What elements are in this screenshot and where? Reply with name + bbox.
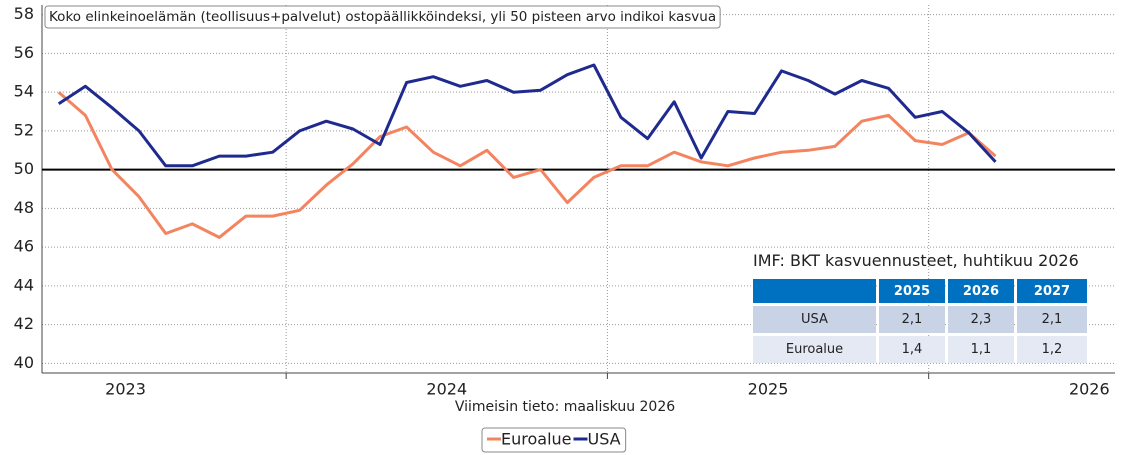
cell: 2,3	[948, 306, 1014, 333]
header-cell: 2026	[948, 279, 1014, 303]
cell: 1,1	[948, 336, 1014, 363]
table: 2025 2026 2027 USA 2,1 2,3 2,1 Euroalue …	[750, 276, 1090, 366]
y-tick-label: 46	[14, 237, 34, 256]
y-tick-label: 50	[14, 159, 34, 178]
header-cell: 2025	[879, 279, 945, 303]
y-tick-label: 44	[14, 275, 34, 294]
y-tick-label: 58	[14, 4, 34, 23]
y-tick-label: 54	[14, 82, 34, 101]
row: USA 2,1 2,3 2,1	[753, 306, 1087, 333]
y-tick-label: 40	[14, 353, 34, 372]
x-tick-label: 2024	[426, 380, 467, 399]
header-cell: 2027	[1017, 279, 1087, 303]
x-axis-label: Viimeisin tieto: maaliskuu 2026	[455, 399, 675, 415]
legend-label: Euroalue	[501, 430, 572, 449]
legend: Euroalue USA	[487, 430, 621, 449]
table-title: IMF: BKT kasvuennusteet, huhtikuu 2026	[753, 251, 1079, 270]
y-tick-label: 56	[14, 43, 34, 62]
x-tick-label: 2026	[1069, 380, 1110, 399]
row: Euroalue 1,4 1,1 1,2	[753, 336, 1087, 363]
legend-box	[481, 427, 627, 453]
x-tick-label: 2023	[105, 380, 146, 399]
y-tick-label: 52	[14, 120, 34, 139]
title-box	[44, 5, 721, 29]
y-tick-label: 48	[14, 198, 34, 217]
cell: Euroalue	[753, 336, 876, 363]
legend-label: USA	[588, 430, 621, 449]
cell: 2,1	[879, 306, 945, 333]
cell: 1,4	[879, 336, 945, 363]
series-line	[57, 91, 997, 239]
forecast-table: IMF: BKT kasvuennusteet, huhtikuu 2026 2…	[753, 250, 1093, 366]
cell: USA	[753, 306, 876, 333]
header-cell	[753, 279, 876, 303]
cell: 1,2	[1017, 336, 1087, 363]
header-row: 2025 2026 2027	[753, 279, 1087, 303]
chart-title: Koko elinkeinoelämän (teollisuus+palvelu…	[49, 9, 716, 25]
series-line	[57, 63, 997, 168]
x-tick-label: 2025	[748, 380, 789, 399]
cell: 2,1	[1017, 306, 1087, 333]
y-tick-label: 42	[14, 314, 34, 333]
